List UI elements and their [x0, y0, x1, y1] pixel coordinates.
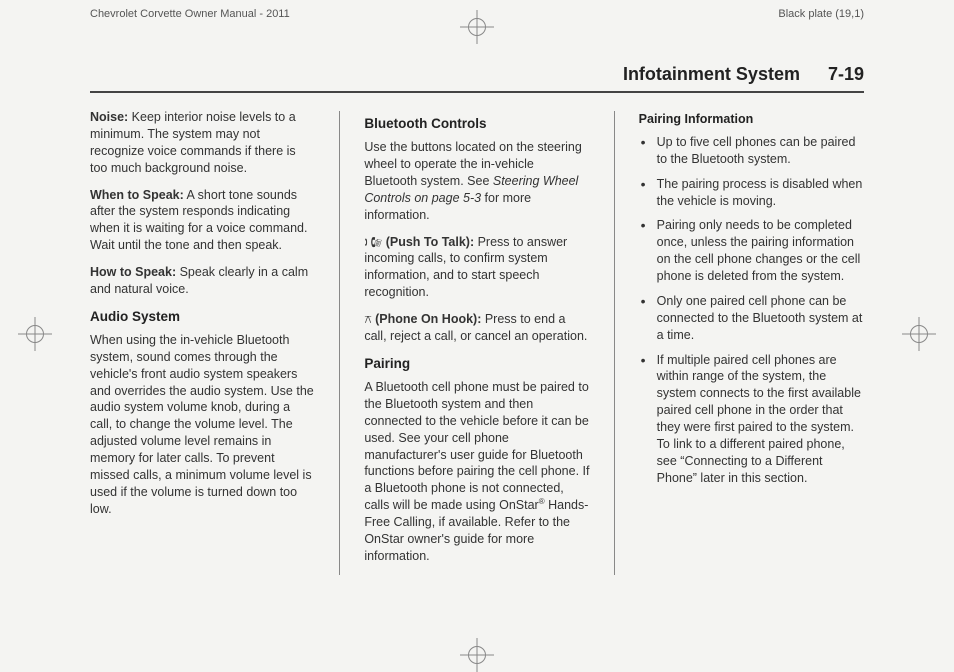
hook-label: (Phone On Hook):: [372, 312, 482, 326]
list-item: Up to five cell phones can be paired to …: [639, 134, 864, 168]
body-columns: Noise: Keep interior noise levels to a m…: [90, 109, 864, 575]
crop-mark-right: [906, 321, 932, 347]
audio-system-body: When using the in-vehicle Bluetooth syst…: [90, 332, 315, 518]
when-para: When to Speak: A short tone sounds after…: [90, 187, 315, 255]
pairing-info-heading: Pairing Information: [639, 111, 864, 128]
list-item: If multiple paired cell phones are withi…: [639, 352, 864, 487]
pairing-body-a: A Bluetooth cell phone must be paired to…: [364, 380, 589, 512]
how-label: How to Speak:: [90, 265, 176, 279]
noise-label: Noise:: [90, 110, 128, 124]
column-3: Pairing Information Up to five cell phon…: [639, 109, 864, 575]
how-para: How to Speak: Speak clearly in a calm an…: [90, 264, 315, 298]
section-rule: [90, 91, 864, 93]
pairing-heading: Pairing: [364, 355, 589, 373]
pairing-info-list: Up to five cell phones can be paired to …: [639, 134, 864, 487]
noise-para: Noise: Keep interior noise levels to a m…: [90, 109, 315, 177]
crop-mark-bottom: [464, 642, 490, 668]
bluetooth-controls-body: Use the buttons located on the steering …: [364, 139, 589, 223]
audio-system-heading: Audio System: [90, 308, 315, 326]
section-page-number: 7-19: [828, 64, 864, 85]
header-left-text: Chevrolet Corvette Owner Manual - 2011: [90, 8, 290, 20]
when-label: When to Speak:: [90, 188, 184, 202]
phone-hook-icon: ⚻: [364, 314, 371, 326]
column-1: Noise: Keep interior noise levels to a m…: [90, 109, 315, 575]
bluetooth-controls-heading: Bluetooth Controls: [364, 115, 589, 133]
column-divider-1: [339, 111, 340, 575]
push-label: (Push To Talk):: [382, 235, 474, 249]
crop-mark-left: [22, 321, 48, 347]
column-2: Bluetooth Controls Use the buttons locat…: [364, 109, 589, 575]
list-item: Only one paired cell phone can be connec…: [639, 293, 864, 344]
crop-mark-top: [464, 14, 490, 40]
list-item: Pairing only needs to be completed once,…: [639, 217, 864, 285]
pairing-body: A Bluetooth cell phone must be paired to…: [364, 379, 589, 565]
phone-voice-icon: 🕽 🕼: [364, 237, 382, 249]
section-title: Infotainment System: [623, 64, 800, 85]
header-right-text: Black plate (19,1): [778, 8, 864, 20]
column-divider-2: [614, 111, 615, 575]
push-to-talk-para: 🕽 🕼 (Push To Talk): Press to answer inco…: [364, 234, 589, 302]
phone-hook-para: ⚻ (Phone On Hook): Press to end a call, …: [364, 311, 589, 345]
list-item: The pairing process is disabled when the…: [639, 176, 864, 210]
